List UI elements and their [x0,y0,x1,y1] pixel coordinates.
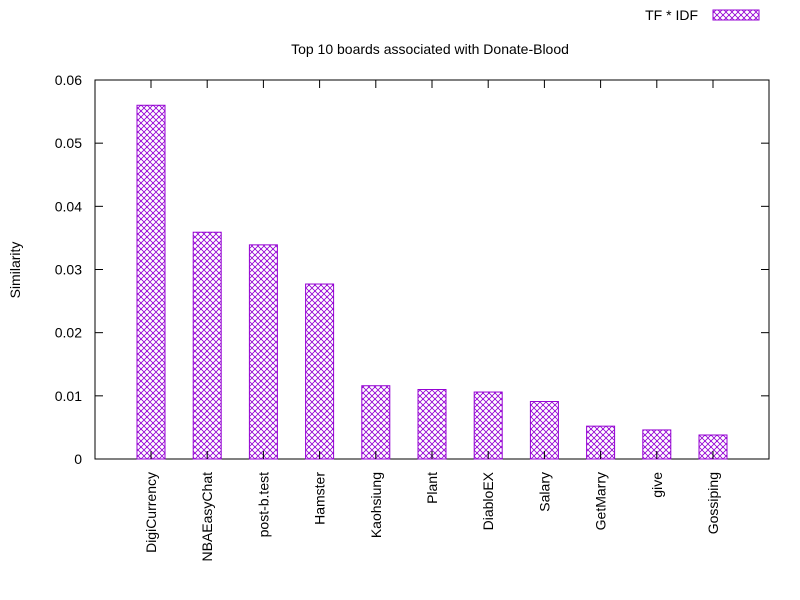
bar-plant [417,389,447,460]
bar-nbaeasychat [192,231,222,460]
x-tick-label: Hamster [312,472,328,525]
x-tick-label: Kaohsiung [368,472,384,538]
x-tick-label: post-b.test [255,472,271,537]
chart-title: Top 10 boards associated with Donate-Blo… [291,41,569,57]
x-tick-label: Gossiping [705,472,721,534]
bar-salary [529,401,559,460]
y-tick-label: 0.04 [55,198,82,214]
legend: TF * IDF [645,7,760,23]
bar-hamster [305,283,335,460]
bar-kaohsiung [361,385,391,460]
bars [136,104,728,460]
x-ticks: DigiCurrency NBAEasyChat post-b.test Hamste… [143,80,721,561]
y-tick-label: 0.05 [55,135,82,151]
y-axis-label: Similarity [7,242,23,299]
x-tick-label: DiabloEX [480,471,496,530]
bar-digicurrency [136,104,166,460]
x-tick-label: Plant [424,472,440,504]
bar-give [642,429,672,460]
y-tick-label: 0.06 [55,72,82,88]
bar-post-b-test [248,244,278,460]
y-tick-label: 0.01 [55,388,82,404]
y-tick-label: 0 [74,451,82,467]
legend-swatch [712,9,760,21]
legend-label: TF * IDF [645,7,698,23]
y-ticks: 0 0.01 0.02 0.03 0.04 0.05 0.06 [55,72,769,467]
y-tick-label: 0.02 [55,325,82,341]
x-tick-label: give [649,472,665,498]
x-tick-label: NBAEasyChat [199,472,215,562]
x-tick-label: DigiCurrency [143,472,159,553]
bar-diabloex [473,391,503,460]
x-tick-label: Salary [536,472,552,512]
y-tick-label: 0.03 [55,262,82,278]
x-tick-label: GetMarry [593,472,609,530]
